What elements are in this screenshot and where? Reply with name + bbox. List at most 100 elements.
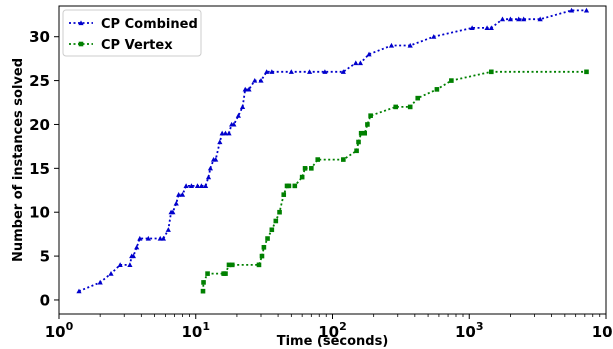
data-point [362,130,368,136]
data-point [202,183,209,188]
x-tick-label: 102 [318,320,347,341]
data-point [288,69,294,74]
data-point [340,69,346,74]
legend-entry-cp-vertex: CP Vertex [69,38,173,53]
data-point [246,86,252,92]
data-point [368,113,373,118]
data-point [194,183,201,188]
y-tick-label: 30 [29,28,50,46]
data-point [173,200,179,206]
data-point [322,69,328,74]
data-point [226,262,232,268]
data-point [309,166,314,171]
data-point [407,104,413,110]
data-point [145,235,151,241]
data-point [205,271,210,276]
data-point [217,139,223,145]
data-point [431,34,437,39]
data-point [179,192,186,197]
data-point [434,87,440,92]
x-tick-label: 104 [592,320,613,341]
data-point [281,192,287,197]
data-point [302,166,308,171]
data-point [315,157,321,162]
data-point [568,7,575,13]
y-tick-label: 10 [29,204,50,222]
data-point [269,69,275,74]
data-point [127,262,133,267]
data-point [165,227,171,232]
x-tick-label: 100 [45,320,74,341]
data-point [239,104,246,109]
data-point [117,262,123,267]
legend-label-cp-combined: CP Combined [101,17,198,32]
data-point [76,288,82,294]
data-point [198,183,205,188]
data-point [366,51,372,57]
data-point [358,130,364,136]
y-axis-label: Number of instances solved [11,58,26,262]
series-cp-vertex [200,69,589,294]
data-point [231,121,237,127]
legend-label-cp-vertex: CP Vertex [101,38,173,53]
data-point [258,77,264,83]
y-axis: 0 5 10 15 20 25 30 [29,28,59,309]
data-point [583,7,590,13]
data-point [222,130,229,136]
data-point [516,16,522,22]
data-point [507,16,514,22]
data-point [213,156,219,162]
data-point [219,130,225,136]
legend-box [62,9,202,57]
data-point [252,77,258,83]
data-point [235,113,241,118]
data-point [277,209,282,215]
x-tick-label: 103 [455,320,484,341]
data-point [130,253,137,259]
data-point [292,183,298,189]
data-point [183,183,189,188]
data-point [229,262,235,268]
data-point [537,16,543,22]
data-point [134,244,140,250]
y-tick-label: 20 [29,116,50,134]
data-point [407,42,413,48]
legend-square-marker [78,41,84,47]
data-point [521,16,527,22]
y-tick-label: 15 [29,160,50,178]
data-point [299,174,305,180]
data-point [273,218,279,224]
data-point [170,209,176,215]
data-point [357,60,364,66]
data-point [356,139,361,145]
data-point [160,235,166,241]
data-point [201,280,206,285]
data-point [265,236,270,241]
data-point [353,60,359,66]
x-axis: 100 101 102 103 104 [45,314,613,341]
series-layer [76,7,590,294]
data-point [205,174,212,180]
data-point [469,25,475,31]
data-point [489,69,494,75]
data-point [137,235,143,241]
data-point [207,165,214,171]
legend: CP Combined CP Vertex [62,9,202,57]
legend-entry-cp-combined: CP Combined [69,17,198,32]
data-point [306,69,313,74]
y-tick-label: 0 [40,291,50,309]
data-point [286,183,292,189]
y-tick-label: 25 [29,72,50,90]
data-point [388,42,395,48]
series-line-cp-vertex [202,70,587,292]
data-point [226,130,232,136]
data-point [97,279,103,285]
data-point [264,69,270,74]
data-point [484,25,490,31]
data-point [200,288,206,294]
data-point [488,25,494,31]
data-point [108,271,114,276]
legend-triangle-marker [78,20,84,26]
data-point [259,253,265,259]
